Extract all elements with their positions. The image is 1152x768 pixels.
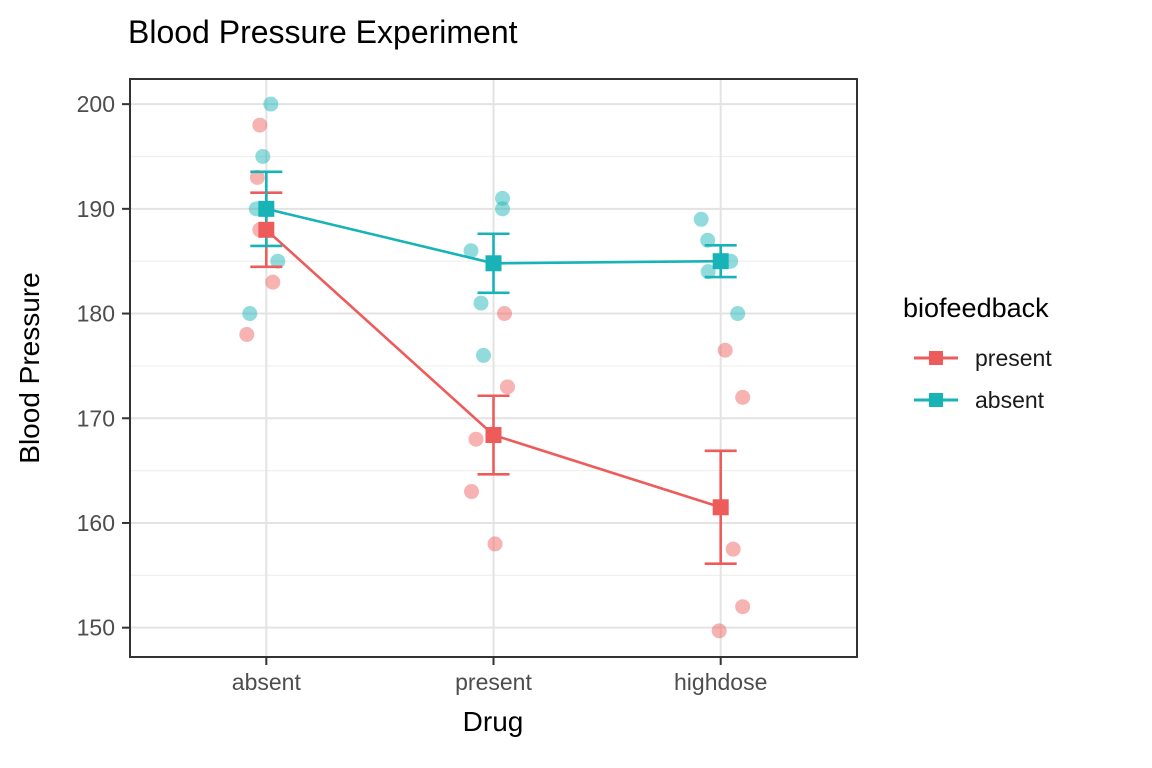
- data-point-absent: [270, 253, 286, 269]
- mean-marker-absent: [712, 253, 729, 270]
- legend-entries: present absent: [903, 344, 1052, 414]
- y-tick-label: 150: [77, 615, 115, 641]
- y-tick-label: 190: [77, 196, 115, 222]
- mean-marker-present: [712, 499, 729, 516]
- data-point-present: [497, 306, 512, 322]
- mean-marker-present: [485, 427, 502, 444]
- data-point-present: [711, 623, 727, 639]
- y-tick-label: 200: [77, 91, 115, 117]
- legend-title: biofeedback: [903, 293, 1049, 323]
- data-point-present: [249, 169, 265, 185]
- data-point-absent: [463, 243, 479, 259]
- data-point-present: [735, 599, 751, 615]
- legend-key-icon: [914, 351, 958, 365]
- data-point-absent: [700, 264, 716, 280]
- data-point-absent: [495, 190, 510, 206]
- data-point-absent: [263, 96, 279, 112]
- mean-marker-absent: [258, 200, 275, 217]
- legend-entry-label: absent: [975, 386, 1045, 413]
- data-point-present: [252, 117, 268, 133]
- data-point-present: [735, 389, 751, 405]
- legend: biofeedback present absent: [903, 293, 1052, 428]
- data-point-absent: [476, 347, 491, 363]
- data-point-absent: [242, 306, 258, 322]
- data-point-absent: [730, 306, 746, 322]
- legend-entry-label: present: [975, 344, 1052, 371]
- x-tick-label: highdose: [674, 669, 767, 695]
- legend-entry-absent: absent: [913, 386, 1052, 414]
- data-point-absent: [693, 211, 709, 227]
- x-axis-title: Drug: [462, 706, 524, 737]
- mean-marker-absent: [485, 255, 502, 272]
- data-point-absent: [495, 201, 510, 217]
- data-point-present: [500, 379, 515, 395]
- data-point-present: [265, 274, 281, 290]
- data-point-present: [468, 431, 484, 447]
- data-point-present: [487, 536, 503, 552]
- x-tick-label: present: [455, 669, 532, 695]
- data-point-absent: [473, 295, 489, 311]
- data-point-present: [239, 326, 255, 342]
- y-tick-label: 160: [77, 510, 115, 536]
- y-tick-label: 180: [77, 301, 115, 327]
- data-point-present: [717, 342, 733, 358]
- data-point-present: [464, 484, 479, 500]
- data-point-present: [725, 541, 741, 557]
- legend-entry-present: present: [913, 344, 1052, 372]
- legend-key-icon: [914, 393, 958, 407]
- mean-marker-present: [258, 221, 275, 238]
- y-tick-label: 170: [77, 405, 115, 431]
- chart-title: Blood Pressure Experiment: [128, 14, 518, 50]
- data-point-absent: [255, 148, 271, 164]
- x-tick-label: absent: [232, 669, 302, 695]
